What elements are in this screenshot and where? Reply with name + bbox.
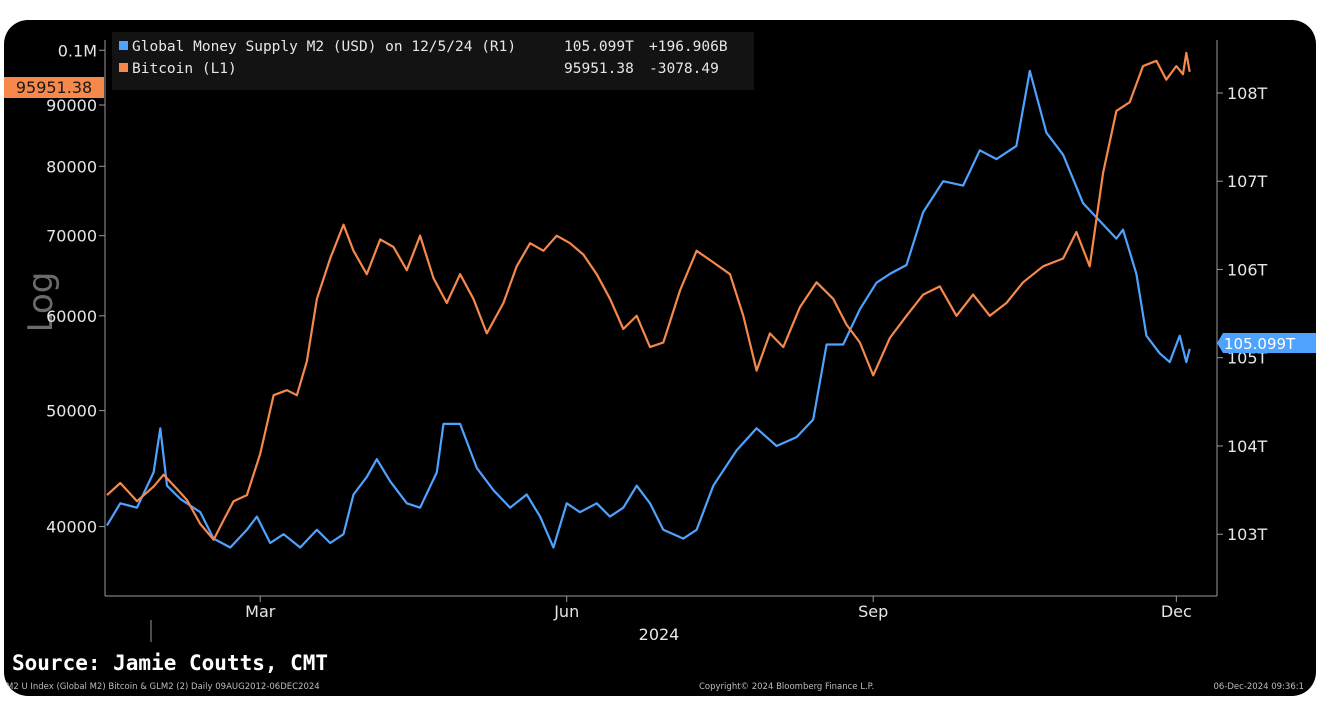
copyright: Copyright© 2024 Bloomberg Finance L.P. [699, 682, 874, 692]
right-tick-label: 106T [1227, 260, 1268, 279]
legend-value-m2: 105.099T [564, 39, 634, 55]
legend-background [112, 32, 754, 90]
x-tick-label: Jun [553, 602, 579, 621]
series-line-global-m2 [106, 69, 1191, 549]
x-axis-ticks: Mar Jun Sep Dec [245, 596, 1192, 621]
last-value-tag-right-text: 105.099T [1224, 335, 1296, 353]
legend-swatch-m2 [119, 41, 128, 50]
left-tick-label: 50000 [46, 402, 97, 421]
last-value-tag-left-text: 95951.38 [16, 78, 92, 97]
right-tick-label: 108T [1227, 84, 1268, 103]
last-value-tag-left: 95951.38 [4, 77, 104, 98]
legend-change-m2: +196.906B [649, 39, 728, 55]
legend-change-btc: -3078.49 [649, 61, 719, 77]
x-tick-label: Dec [1161, 602, 1192, 621]
left-tick-label: 60000 [46, 307, 97, 326]
chart-frame: Log 40000 50000 60000 70000 80000 90000 0.1M 1… [4, 20, 1316, 696]
chart: Log 40000 50000 60000 70000 80000 90000 0.1M 1… [4, 32, 1316, 692]
left-tick-label: 90000 [46, 96, 97, 115]
right-tick-label: 107T [1227, 172, 1268, 191]
right-tick-label: 103T [1227, 525, 1268, 544]
legend-label-btc: Bitcoin (L1) [132, 61, 237, 77]
timestamp: 06-Dec-2024 09:36:1 [1214, 682, 1305, 692]
left-tick-label: 70000 [46, 227, 97, 246]
series-line-bitcoin [106, 51, 1191, 541]
x-tick-label: Mar [245, 602, 276, 621]
x-tick-label: Sep [858, 602, 888, 621]
right-tick-label: 105T [1227, 349, 1268, 368]
right-tick-label: 104T [1227, 437, 1268, 456]
last-value-tag-left-bg [4, 77, 104, 98]
right-axis-ticks: 103T 104T 105T 106T 107T 108T [1217, 84, 1268, 544]
source-label: Source: Jamie Coutts, CMT [12, 651, 328, 675]
x-year-label: 2024 [639, 625, 680, 644]
index-info: M2 U Index (Global M2) Bitcoin & GLM2 (2… [6, 682, 320, 692]
legend-label-m2: Global Money Supply M2 (USD) on 12/5/24 … [132, 39, 516, 55]
last-value-tag-right: 105.099T [1217, 333, 1316, 353]
left-tick-label: 80000 [46, 157, 97, 176]
left-tick-label: 40000 [46, 518, 97, 537]
left-tick-label: 0.1M [58, 41, 97, 60]
legend-value-btc: 95951.38 [564, 61, 634, 77]
left-axis-ticks: 40000 50000 60000 70000 80000 90000 0.1M [46, 41, 105, 537]
last-value-tag-right-bg [1217, 333, 1316, 353]
legend-swatch-btc [119, 63, 128, 72]
legend: Global Money Supply M2 (USD) on 12/5/24 … [112, 32, 754, 90]
log-scale-label: Log [21, 272, 61, 333]
